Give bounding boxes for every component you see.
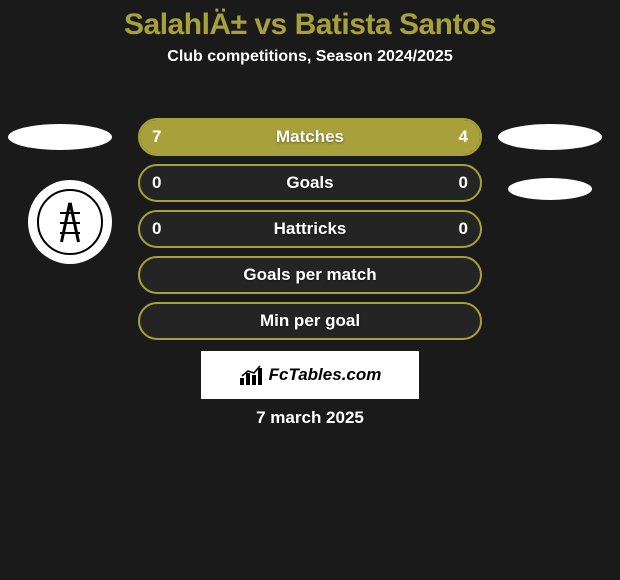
comparison-bars: Matches74Goals00Hattricks00Goals per mat… [138, 118, 482, 348]
attribution-text: FcTables.com [269, 365, 382, 385]
stat-value-right: 0 [459, 219, 468, 239]
comparison-date: 7 march 2025 [0, 408, 620, 428]
right-player-placeholder [498, 124, 602, 150]
stat-row: Matches7 4 [138, 118, 482, 156]
stat-value-left: 7 [152, 127, 161, 147]
stat-row: Goals0 0 [138, 164, 482, 202]
stat-row: Min per goal [138, 302, 482, 340]
stat-label: Matches [138, 127, 482, 147]
stat-value-left: 0 [152, 173, 161, 193]
bar-chart-icon [239, 364, 265, 386]
stat-value-right: 4 [459, 127, 468, 147]
stat-label: Min per goal [138, 311, 482, 331]
stat-label: Hattricks [138, 219, 482, 239]
stat-label: Goals per match [138, 265, 482, 285]
stat-row: Goals per match [138, 256, 482, 294]
club-badge-ring [37, 189, 103, 255]
left-club-badge [28, 180, 112, 264]
oil-derrick-icon [56, 202, 84, 242]
stat-value-left: 0 [152, 219, 161, 239]
stat-row: Hattricks0 0 [138, 210, 482, 248]
stat-label: Goals [138, 173, 482, 193]
comparison-title: SalahlÄ± vs Batista Santos [0, 0, 620, 42]
right-club-placeholder [508, 178, 592, 200]
attribution-box: FcTables.com [201, 351, 419, 399]
comparison-subtitle: Club competitions, Season 2024/2025 [0, 48, 620, 66]
stat-value-right: 0 [459, 173, 468, 193]
left-player-placeholder [8, 124, 112, 150]
